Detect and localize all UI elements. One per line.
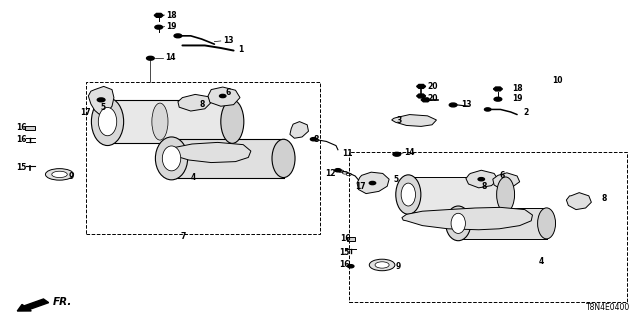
Text: 14: 14	[404, 148, 415, 157]
Circle shape	[348, 265, 354, 268]
Circle shape	[220, 94, 226, 98]
Text: 6: 6	[499, 171, 504, 180]
Ellipse shape	[369, 259, 395, 271]
Ellipse shape	[375, 262, 389, 268]
Circle shape	[174, 34, 182, 38]
Ellipse shape	[538, 208, 556, 239]
Text: 9: 9	[69, 172, 74, 180]
Ellipse shape	[396, 175, 421, 214]
Bar	[108, 100, 232, 143]
Polygon shape	[392, 115, 436, 126]
Bar	[458, 208, 547, 239]
Text: 9: 9	[396, 262, 401, 271]
Text: 2: 2	[524, 108, 529, 116]
Ellipse shape	[445, 206, 471, 241]
Ellipse shape	[152, 103, 168, 140]
Text: 11: 11	[342, 149, 353, 158]
Text: 1: 1	[238, 45, 243, 54]
Text: 18: 18	[512, 84, 523, 93]
Text: 8: 8	[200, 100, 205, 109]
Circle shape	[310, 138, 317, 141]
Polygon shape	[466, 170, 498, 188]
Polygon shape	[178, 94, 211, 111]
Circle shape	[393, 152, 401, 156]
Polygon shape	[417, 84, 426, 88]
Ellipse shape	[99, 108, 116, 136]
Text: 14: 14	[165, 53, 175, 62]
Ellipse shape	[272, 139, 295, 178]
Polygon shape	[493, 173, 520, 189]
Ellipse shape	[92, 98, 124, 146]
Text: 5: 5	[394, 175, 399, 184]
Text: 18: 18	[166, 11, 177, 20]
Bar	[172, 139, 284, 178]
Polygon shape	[357, 172, 389, 194]
Bar	[26, 126, 35, 131]
Text: 8: 8	[482, 182, 487, 191]
Text: FR.: FR.	[52, 297, 72, 308]
Text: 3: 3	[397, 116, 402, 124]
Ellipse shape	[451, 213, 465, 233]
Polygon shape	[168, 142, 251, 163]
Text: 16: 16	[16, 135, 26, 144]
Ellipse shape	[221, 100, 244, 143]
Ellipse shape	[52, 171, 67, 178]
Circle shape	[97, 98, 105, 102]
Text: 13: 13	[461, 100, 471, 109]
Polygon shape	[421, 98, 430, 102]
Polygon shape	[493, 87, 502, 91]
Text: 15: 15	[16, 163, 26, 172]
Circle shape	[147, 56, 154, 60]
Ellipse shape	[163, 146, 180, 171]
Text: 4: 4	[191, 173, 196, 182]
Circle shape	[449, 103, 457, 107]
Text: 16: 16	[340, 234, 351, 243]
Circle shape	[155, 25, 163, 29]
Text: 6: 6	[225, 88, 230, 97]
Bar	[347, 237, 355, 242]
Text: 8: 8	[314, 135, 319, 144]
Text: 20: 20	[428, 94, 438, 103]
Text: 17: 17	[355, 182, 366, 191]
Ellipse shape	[45, 169, 74, 180]
Ellipse shape	[497, 177, 515, 212]
Circle shape	[484, 108, 491, 111]
Text: 7: 7	[180, 232, 186, 241]
Polygon shape	[402, 207, 532, 230]
Ellipse shape	[401, 183, 415, 206]
Text: 17: 17	[80, 108, 91, 117]
FancyArrow shape	[17, 299, 49, 311]
Text: 8: 8	[602, 194, 607, 203]
Circle shape	[494, 97, 502, 101]
Text: 19: 19	[166, 22, 177, 31]
Polygon shape	[417, 94, 426, 98]
Polygon shape	[566, 193, 591, 210]
Text: 19: 19	[512, 94, 522, 103]
Text: 12: 12	[325, 169, 335, 178]
Polygon shape	[88, 86, 114, 114]
Ellipse shape	[156, 137, 188, 180]
Text: 5: 5	[100, 103, 106, 112]
Circle shape	[478, 178, 484, 181]
Polygon shape	[208, 87, 240, 106]
Text: 20: 20	[428, 82, 438, 91]
Text: 15: 15	[339, 248, 349, 257]
Circle shape	[369, 181, 376, 185]
Text: 16: 16	[339, 260, 349, 269]
Polygon shape	[290, 122, 308, 138]
Text: T8N4E0400: T8N4E0400	[586, 303, 630, 312]
Text: 4: 4	[539, 257, 544, 266]
Text: 13: 13	[223, 36, 233, 45]
Bar	[86, 82, 320, 234]
Circle shape	[335, 169, 341, 172]
Polygon shape	[154, 13, 163, 17]
Bar	[408, 177, 506, 212]
Bar	[349, 152, 627, 302]
Text: 16: 16	[16, 123, 26, 132]
Text: 10: 10	[552, 76, 562, 84]
